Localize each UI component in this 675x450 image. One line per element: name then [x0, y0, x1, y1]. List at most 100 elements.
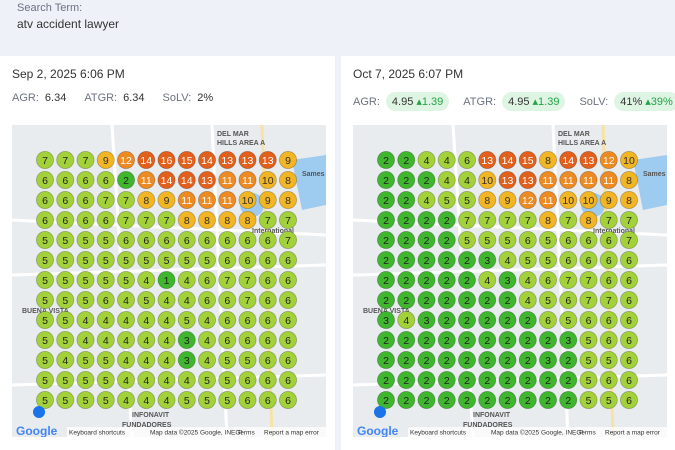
location-button[interactable]: [33, 406, 45, 418]
rank-pin: [417, 310, 436, 329]
rank-pin: [538, 270, 557, 289]
rank-value: 4: [143, 315, 149, 327]
rank-pin: [56, 150, 75, 170]
rank-value: 10: [623, 155, 635, 167]
rank-value: 6: [565, 255, 571, 267]
rank-pin: [56, 171, 75, 190]
map-footer-link[interactable]: Map data ©2025 Google, INEGI: [491, 429, 583, 437]
rank-value: 16: [161, 155, 173, 167]
map-label: HILLS AREA A: [217, 140, 265, 147]
rank-pin: [458, 171, 477, 190]
rank-pin: [197, 290, 216, 309]
rank-value: 11: [543, 175, 554, 187]
rank-pin: [56, 350, 75, 369]
rank-pin: [458, 290, 477, 309]
date: Sep 2, 2025 6:06 PM: [12, 67, 125, 81]
rank-pin: [157, 350, 176, 369]
rank-pin: [157, 290, 176, 309]
rank-pin: [559, 231, 578, 250]
rank-value: 6: [626, 395, 632, 407]
rank-pin: [177, 211, 196, 230]
map-label: INFONAVIT: [473, 412, 511, 419]
rank-value: 5: [62, 395, 68, 407]
rank-value: 6: [285, 395, 291, 407]
map-footer-link[interactable]: Report a map error: [605, 430, 661, 437]
map-footer-link[interactable]: Terms: [237, 430, 255, 437]
rank-pin: [619, 211, 638, 230]
rank-value: 5: [204, 375, 210, 387]
rank-value: 11: [543, 195, 554, 207]
rank-pin: [619, 390, 638, 409]
map-footer-link[interactable]: Map data ©2025 Google, INEGI: [150, 429, 242, 437]
rank-value: 2: [424, 395, 430, 407]
rank-pin: [137, 150, 156, 170]
rank-pin: [458, 191, 477, 210]
rank-pin: [157, 370, 176, 389]
rank-value: 14: [181, 175, 193, 187]
map-footer-link[interactable]: Keyboard shortcuts: [410, 430, 467, 437]
rank-value: 8: [285, 195, 291, 207]
rank-value: 6: [586, 255, 592, 267]
rank-pin: [137, 270, 156, 289]
rank-pin: [437, 350, 456, 369]
rank-value: 5: [42, 235, 48, 247]
rank-pin: [35, 191, 55, 210]
metric-change-value: 1.39: [538, 96, 560, 108]
rank-value: 7: [464, 215, 470, 227]
rank-value: 7: [245, 295, 251, 307]
rank-value: 6: [42, 215, 48, 227]
rank-value: 7: [103, 195, 109, 207]
rank-pin: [197, 330, 216, 349]
rank-value: 4: [505, 255, 511, 267]
rank-pin: [478, 231, 497, 250]
rank-value: 2: [424, 235, 430, 247]
rank-value: 4: [62, 355, 68, 367]
rank-value: 2: [525, 315, 531, 327]
rank-value: 6: [245, 335, 251, 347]
rank-pin: [258, 171, 277, 190]
rank-value: 6: [626, 255, 632, 267]
rank-value: 5: [62, 295, 68, 307]
metric-label: SoLV:: [162, 92, 192, 104]
rank-pin: [397, 350, 416, 369]
rank-value: 8: [224, 215, 230, 227]
rank-value: 14: [161, 175, 173, 187]
rank-pin: [56, 191, 75, 210]
rank-pin: [437, 150, 456, 170]
rank-pin: [417, 231, 436, 250]
rank-value: 11: [181, 195, 192, 207]
rank-pin: [538, 330, 557, 349]
rank-pin: [579, 330, 598, 349]
rank-pin: [96, 370, 115, 389]
metric-label: ATGR:: [463, 95, 497, 108]
rank-pin: [478, 350, 497, 369]
rank-value: 7: [42, 155, 48, 167]
rank-pin: [397, 171, 416, 190]
rank-pin: [117, 150, 136, 170]
rank-value: 6: [565, 295, 571, 307]
rank-pin: [559, 171, 578, 190]
rank-value: 6: [545, 275, 551, 287]
rank-pin: [218, 290, 237, 309]
map-footer-link[interactable]: Terms: [578, 430, 596, 437]
map-footer-link[interactable]: Report a map error: [264, 430, 320, 437]
rank-pin: [35, 290, 55, 309]
rank-value: 4: [444, 175, 450, 187]
rank-value: 4: [123, 315, 129, 327]
rank-pin: [117, 390, 136, 409]
map-footer-link[interactable]: Keyboard shortcuts: [69, 430, 126, 437]
rank-value: 6: [103, 175, 109, 187]
rank-pin: [137, 350, 156, 369]
rank-value: 4: [444, 155, 450, 167]
rank-value: 2: [424, 295, 430, 307]
map-label: FUNDADORES: [122, 422, 172, 429]
rank-pin: [599, 310, 618, 329]
location-button[interactable]: [374, 406, 386, 418]
rank-value: 4: [164, 375, 170, 387]
rank-value: 7: [285, 215, 291, 227]
rank-value: 6: [103, 215, 109, 227]
rank-value: 6: [626, 375, 632, 387]
rank-value: 2: [484, 355, 490, 367]
rank-pin: [278, 251, 297, 270]
rank-value: 7: [525, 215, 531, 227]
